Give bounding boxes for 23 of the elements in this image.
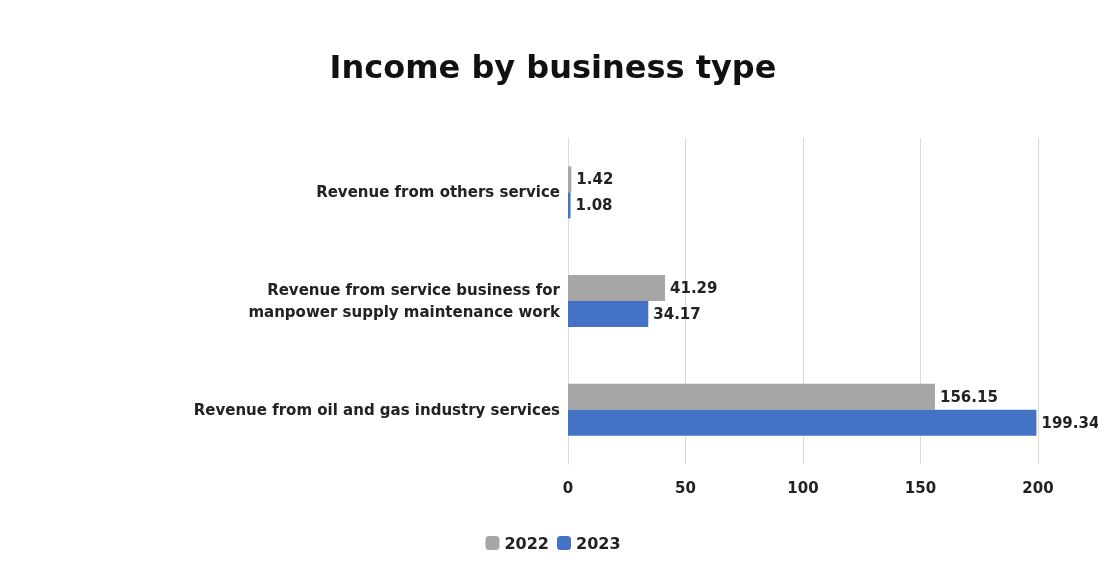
bar <box>568 275 666 301</box>
x-tick-label: 50 <box>675 478 696 497</box>
x-tick-label: 0 <box>562 478 574 497</box>
legend-label: 2022 <box>504 533 549 553</box>
chart-title: Income by business type <box>329 48 777 86</box>
x-tick-label: 150 <box>904 478 937 497</box>
data-label: 41.29 <box>670 279 718 297</box>
y-tick-label: Revenue from service business for manpower supply maintenance work <box>248 281 562 321</box>
data-label: 1.08 <box>575 196 613 215</box>
y-tick-label: Revenue from others service <box>316 183 560 202</box>
y-tick-label: Revenue from oil and gas industry services <box>193 400 561 419</box>
data-label: 34.17 <box>653 305 701 323</box>
bar <box>568 192 571 219</box>
bar <box>568 383 935 410</box>
legend-label: 2023 <box>576 533 621 553</box>
data-label: 199.34 <box>1041 413 1100 432</box>
x-tick-label: 100 <box>787 478 819 497</box>
data-label: 1.42 <box>576 170 614 189</box>
bar <box>568 409 1037 436</box>
bar <box>568 166 572 193</box>
data-label: 156.15 <box>939 387 998 406</box>
x-tick-label: 200 <box>1022 478 1054 497</box>
bar <box>568 301 649 327</box>
